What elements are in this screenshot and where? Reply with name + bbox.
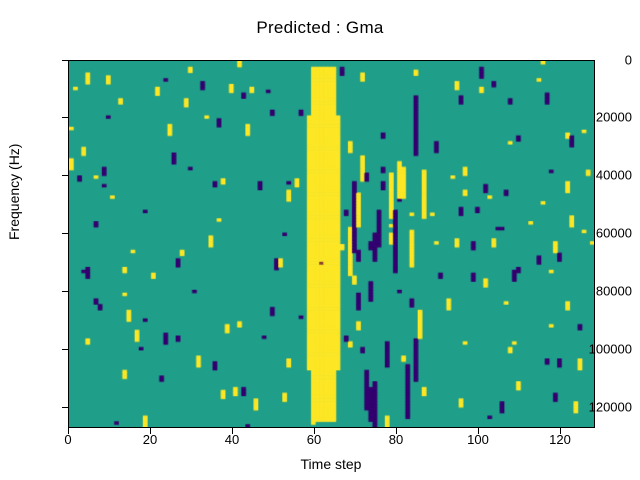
x-tick-label-1: 20 <box>143 432 157 447</box>
y-tick-label-1: 20000 <box>596 110 632 125</box>
y-tick-label-2: 40000 <box>596 168 632 183</box>
y-tick-label-4: 80000 <box>596 284 632 299</box>
y-tick-label-5: 100000 <box>589 342 632 357</box>
x-tick-label-4: 80 <box>389 432 403 447</box>
x-tick-label-0: 0 <box>64 432 71 447</box>
plot-area-wrapper <box>68 60 595 428</box>
y-tick-label-6: 120000 <box>589 400 632 415</box>
y-axis-label: Frequency (Hz) <box>6 144 22 240</box>
x-tick-label-6: 120 <box>549 432 571 447</box>
heatmap-canvas[interactable] <box>68 60 595 428</box>
x-tick-label-3: 60 <box>307 432 321 447</box>
chart-root: Predicted : Gma 0 20000 40000 60000 8000… <box>0 0 640 480</box>
x-axis-label: Time step <box>301 456 362 472</box>
x-tick-label-2: 40 <box>225 432 239 447</box>
x-tick-label-5: 100 <box>467 432 489 447</box>
y-tick-label-0: 0 <box>625 53 632 68</box>
chart-title: Predicted : Gma <box>0 18 640 38</box>
y-tick-label-3: 60000 <box>596 226 632 241</box>
